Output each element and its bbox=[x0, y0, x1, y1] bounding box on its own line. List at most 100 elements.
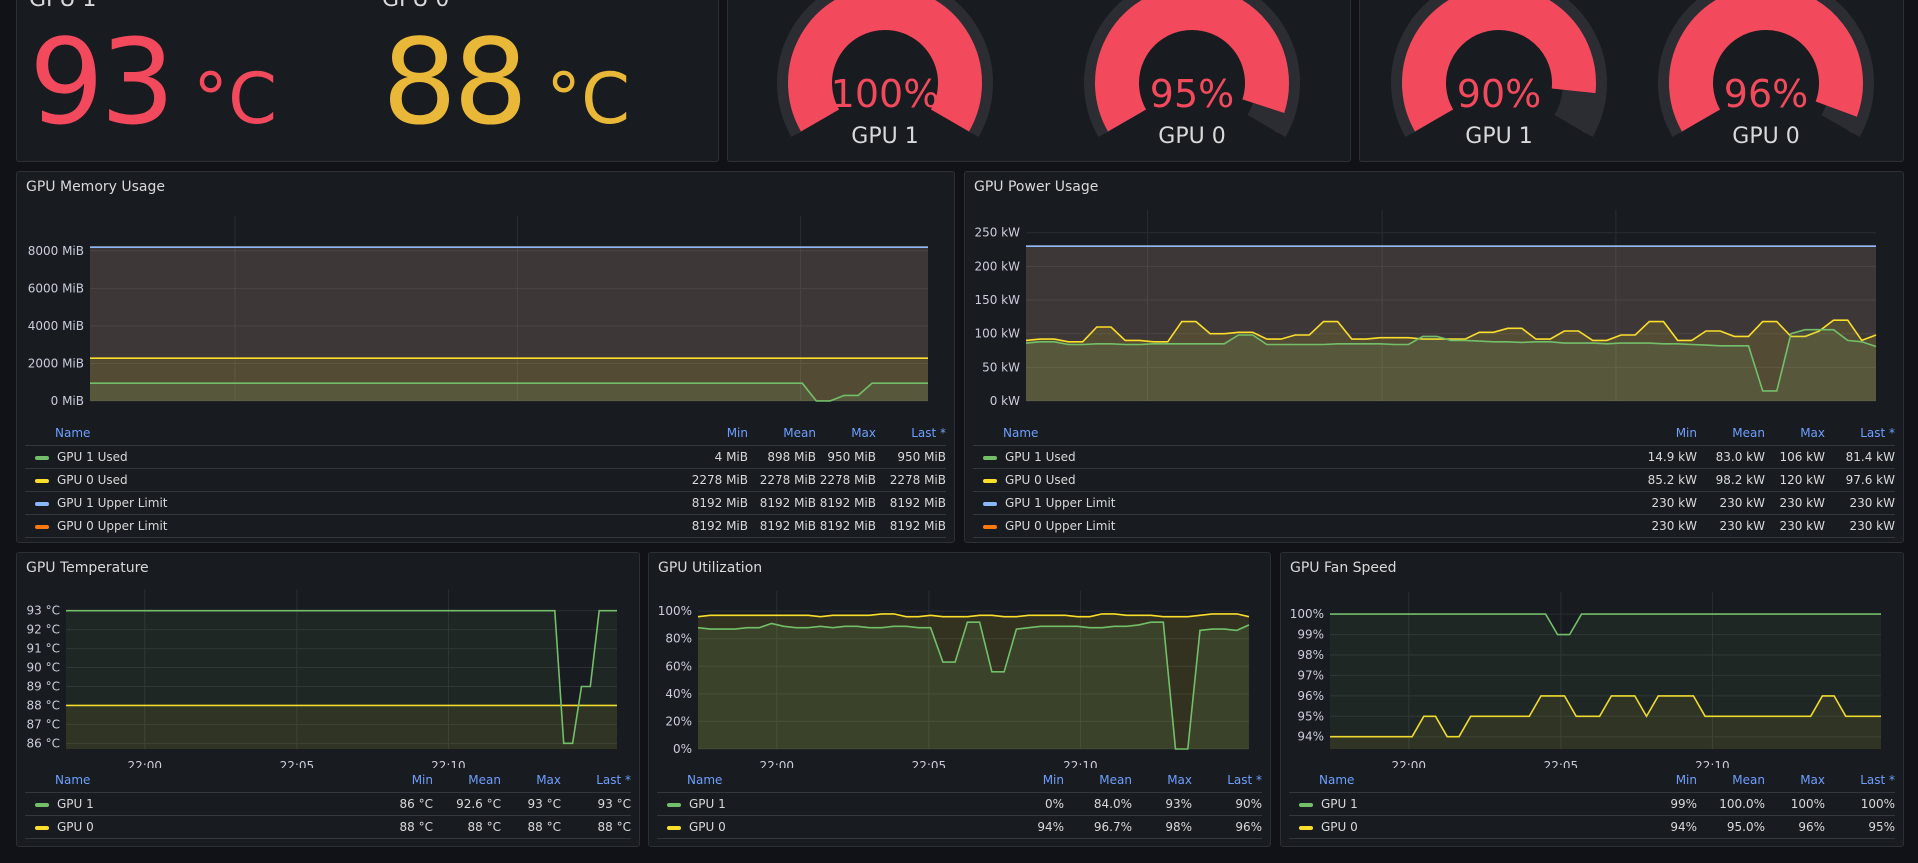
legend-header-min[interactable]: Min bbox=[299, 770, 433, 793]
legend-series-name[interactable]: GPU 1 bbox=[689, 797, 726, 811]
legend-header-last[interactable]: Last * bbox=[561, 770, 631, 793]
series-area-gpu-1 bbox=[66, 610, 617, 749]
legend-series-name[interactable]: GPU 1 bbox=[57, 797, 94, 811]
legend-header-mean[interactable]: Mean bbox=[433, 770, 501, 793]
legend-header-min[interactable]: Min bbox=[1582, 770, 1697, 793]
gauge-0: 100% GPU 1 bbox=[777, 0, 993, 149]
legend-header-max[interactable]: Max bbox=[501, 770, 561, 793]
legend-row[interactable]: GPU 0 Upper Limit 8192 MiB 8192 MiB 8192 Mi… bbox=[25, 514, 946, 538]
legend-min: 8192 MiB bbox=[543, 491, 748, 515]
legend-row[interactable]: GPU 0 Used 85.2 kW 98.2 kW 120 kW 97.6 kW bbox=[973, 468, 1895, 492]
legend-row[interactable]: GPU 0 94% 95.0% 96% 95% bbox=[1289, 815, 1895, 839]
legend-header-name[interactable]: Name bbox=[657, 770, 951, 793]
gauge-value: 96% bbox=[1724, 72, 1808, 116]
legend-series-name[interactable]: GPU 0 Upper Limit bbox=[57, 519, 168, 533]
legend-header-last[interactable]: Last * bbox=[1825, 770, 1895, 793]
gauge-label: GPU 0 bbox=[1732, 124, 1799, 149]
legend-row[interactable]: GPU 0 Upper Limit 230 kW 230 kW 230 kW 230 k… bbox=[973, 514, 1895, 538]
legend-max: 93 °C bbox=[501, 792, 561, 816]
y-tick-label: 50 kW bbox=[982, 360, 1020, 374]
series-swatch bbox=[1299, 802, 1313, 807]
legend-series-name[interactable]: GPU 1 Upper Limit bbox=[57, 496, 168, 510]
temperature-chart: 86 °C 87 °C 88 °C 89 °C 90 °C 91 °C 92 °C 93 °C… bbox=[27, 589, 617, 768]
legend-row[interactable]: GPU 1 86 °C 92.6 °C 93 °C 93 °C bbox=[25, 792, 631, 816]
legend-series-name[interactable]: GPU 0 Used bbox=[57, 473, 128, 487]
gpu-memory-panel: GPU Memory Usage 0 MiB 2000 MiB 4000 MiB 60… bbox=[16, 171, 955, 543]
gpu0-temp-label: GPU 0 bbox=[382, 0, 449, 12]
legend-header-name[interactable]: Name bbox=[25, 423, 544, 446]
series-swatch bbox=[983, 478, 997, 483]
legend-row[interactable]: GPU 0 88 °C 88 °C 88 °C 88 °C bbox=[25, 815, 631, 839]
legend-header-last[interactable]: Last * bbox=[1825, 423, 1895, 446]
legend-series-name[interactable]: GPU 0 bbox=[689, 820, 726, 834]
y-tick-label: 0% bbox=[673, 742, 692, 756]
legend-last: 93 °C bbox=[561, 792, 631, 816]
gauge-label: GPU 0 bbox=[1158, 124, 1225, 149]
legend-row[interactable]: GPU 1 0% 84.0% 93% 90% bbox=[657, 792, 1262, 816]
legend-header-last[interactable]: Last * bbox=[1192, 770, 1262, 793]
legend-header-min[interactable]: Min bbox=[1510, 423, 1697, 446]
legend-row[interactable]: GPU 1 Upper Limit 230 kW 230 kW 230 kW 230 k… bbox=[973, 491, 1895, 515]
panel-title: GPU Fan Speed bbox=[1290, 560, 1397, 576]
legend-min: 230 kW bbox=[1510, 491, 1697, 515]
legend-max: 8192 MiB bbox=[816, 491, 876, 515]
series-swatch bbox=[35, 825, 49, 830]
legend-series-name[interactable]: GPU 0 Used bbox=[1005, 473, 1076, 487]
legend-series-name[interactable]: GPU 0 bbox=[1321, 820, 1358, 834]
x-tick-label: 22:05 bbox=[1544, 759, 1579, 768]
legend-header-mean[interactable]: Mean bbox=[1064, 770, 1132, 793]
series-area-gpu-1-upper-limit bbox=[1026, 246, 1876, 401]
legend-row[interactable]: GPU 1 Used 14.9 kW 83.0 kW 106 kW 81.4 kW bbox=[973, 445, 1895, 469]
panel-title: GPU Power Usage bbox=[974, 179, 1099, 195]
legend-series-name[interactable]: GPU 0 Upper Limit bbox=[1005, 519, 1116, 533]
legend-header-min[interactable]: Min bbox=[950, 770, 1064, 793]
legend-header-mean[interactable]: Mean bbox=[748, 423, 816, 446]
x-tick-label: 22:10 bbox=[431, 759, 466, 768]
y-tick-label: 200 kW bbox=[974, 259, 1020, 273]
panel-title: GPU Memory Usage bbox=[26, 179, 165, 195]
legend-header-mean[interactable]: Mean bbox=[1697, 770, 1765, 793]
legend-header-mean[interactable]: Mean bbox=[1697, 423, 1765, 446]
legend-header-name[interactable]: Name bbox=[25, 770, 300, 793]
series-line-gpu-0-used bbox=[1025, 319, 1877, 343]
x-tick-label: 22:10 bbox=[783, 411, 818, 412]
power-legend: Name Min Mean Max Last * GPU 1 Used 14.9 kW 83.… bbox=[973, 423, 1895, 538]
legend-header-name[interactable]: Name bbox=[1289, 770, 1583, 793]
legend-header-max[interactable]: Max bbox=[816, 423, 876, 446]
series-area-gpu-0 bbox=[1330, 695, 1881, 749]
legend-row[interactable]: GPU 0 Used 2278 MiB 2278 MiB 2278 MiB 2278 M… bbox=[25, 468, 946, 492]
y-tick-label: 100% bbox=[1290, 607, 1324, 621]
gauge-value: 95% bbox=[1150, 72, 1234, 116]
legend-mean: 92.6 °C bbox=[433, 792, 501, 816]
legend-row[interactable]: GPU 1 Used 4 MiB 898 MiB 950 MiB 950 MiB bbox=[25, 445, 946, 469]
legend-max: 100% bbox=[1765, 792, 1825, 816]
legend-header-last[interactable]: Last * bbox=[876, 423, 946, 446]
legend-series-name[interactable]: GPU 0 bbox=[57, 820, 94, 834]
legend-header-min[interactable]: Min bbox=[543, 423, 748, 446]
legend-header-name[interactable]: Name bbox=[973, 423, 1511, 446]
y-tick-label: 99% bbox=[1297, 628, 1324, 642]
series-swatch bbox=[667, 825, 681, 830]
y-tick-label: 20% bbox=[665, 714, 692, 728]
y-tick-label: 97% bbox=[1297, 668, 1324, 682]
legend-header-max[interactable]: Max bbox=[1132, 770, 1192, 793]
y-tick-label: 94% bbox=[1297, 730, 1324, 744]
y-tick-label: 93 °C bbox=[27, 604, 60, 618]
y-tick-label: 6000 MiB bbox=[28, 281, 84, 295]
legend-header-max[interactable]: Max bbox=[1765, 423, 1825, 446]
legend-series-name[interactable]: GPU 1 Upper Limit bbox=[1005, 496, 1116, 510]
panel-title: GPU Utilization bbox=[658, 560, 763, 576]
legend-series-name[interactable]: GPU 1 Used bbox=[1005, 450, 1076, 464]
x-tick-label: 22:05 bbox=[280, 759, 315, 768]
legend-series-name[interactable]: GPU 1 bbox=[1321, 797, 1358, 811]
legend-mean: 83.0 kW bbox=[1697, 445, 1765, 469]
legend-mean: 2278 MiB bbox=[748, 468, 816, 492]
legend-header-max[interactable]: Max bbox=[1765, 770, 1825, 793]
legend-row[interactable]: GPU 1 Upper Limit 8192 MiB 8192 MiB 8192 Mi… bbox=[25, 491, 946, 515]
legend-series-name[interactable]: GPU 1 Used bbox=[57, 450, 128, 464]
gauge-label: GPU 1 bbox=[1465, 124, 1532, 149]
legend-row[interactable]: GPU 0 94% 96.7% 98% 96% bbox=[657, 815, 1262, 839]
legend-min: 14.9 kW bbox=[1510, 445, 1697, 469]
legend-row[interactable]: GPU 1 99% 100.0% 100% 100% bbox=[1289, 792, 1895, 816]
gpu-temp-stat-panel: GPU 1 GPU 0 93°C 88°C bbox=[16, 0, 719, 162]
